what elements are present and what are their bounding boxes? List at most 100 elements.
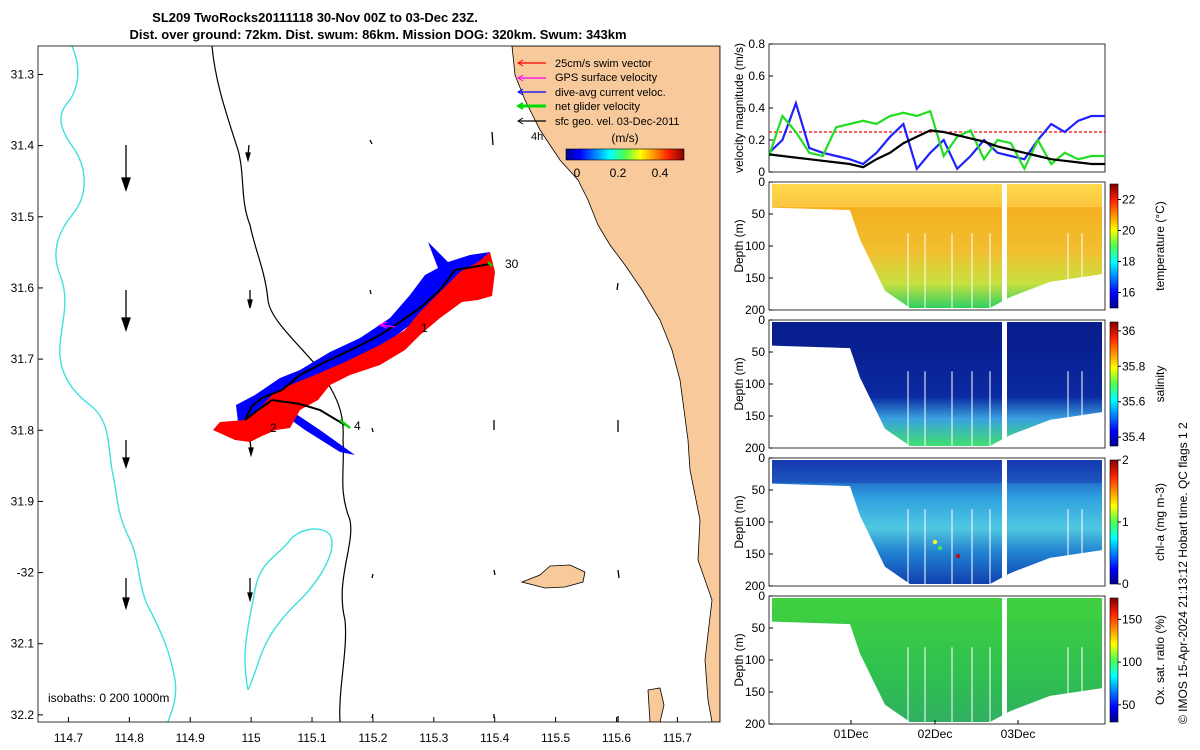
section-xtick-label: 03Dec <box>1001 727 1036 741</box>
island <box>520 564 586 589</box>
section-ytick-label: 200 <box>745 717 765 731</box>
velocity-ylabel: velocity magnitude (m/s) <box>732 43 746 173</box>
colorbar-title: (m/s) <box>611 131 638 145</box>
legend-gps-velocity: GPS surface velocity <box>555 72 658 84</box>
map-ytick-label: 31.9 <box>11 494 35 508</box>
map-xtick-label: 115.5 <box>541 731 570 745</box>
section-panel-1: 0 50 100 150 200 Depth (m) 35.4 35.6 35.8 36 salin… <box>732 313 1167 455</box>
map-xtick-label: 115.7 <box>663 731 692 745</box>
title-line2: Dist. over ground: 72km. Dist. swum: 86k… <box>129 27 626 42</box>
section-xtick-label: 01Dec <box>834 727 869 741</box>
section-ytick-label: 100 <box>745 653 765 667</box>
legend-geo-velocity: sfc geo. vel. 03-Dec-2011 <box>555 116 680 128</box>
colorbar-label: chl-a (mg m-3) <box>1153 483 1167 561</box>
colorbar-tick-label: 35.8 <box>1122 359 1146 373</box>
velocity-ytick-label: 0.8 <box>748 37 765 51</box>
section-ytick-label: 200 <box>745 303 765 317</box>
map-axis-ticks: 114.7 114.8 114.9 115 115.1 115.2 115.3 115.4 11… <box>11 67 693 745</box>
current-velocity-ribbon <box>236 242 490 455</box>
section-ytick-label: 150 <box>745 547 765 561</box>
map-ytick-label: 32.2 <box>11 708 35 722</box>
map-xtick-label: 115.2 <box>358 731 387 745</box>
velocity-series-black <box>768 129 1105 169</box>
map-panel: 30 1 2 4 isobaths: 0 200 1000m 114.7 114.… <box>11 45 721 745</box>
colorbar-tick-label: 35.4 <box>1122 430 1146 444</box>
map-legend: 25cm/s swim vector GPS surface velocity … <box>516 58 685 180</box>
map-ytick-label: 31.4 <box>11 139 35 153</box>
footer-credit: © IMOS 15-Apr-2024 21:13:12 Hobart time.… <box>1176 422 1190 724</box>
section-xtick-label: 02Dec <box>918 727 953 741</box>
section-data-area <box>772 322 1102 446</box>
colorbar-tick-0: 0 <box>574 166 581 180</box>
colorbar-tick-label: 100 <box>1122 655 1142 669</box>
section-ytick-label: 150 <box>745 271 765 285</box>
colorbar-tick-label: 22 <box>1122 193 1136 207</box>
section-ytick-label: 50 <box>752 483 766 497</box>
velocity-series-green <box>767 109 1105 172</box>
section-ytick-label: 0 <box>758 175 765 189</box>
section-ytick-label: 150 <box>745 685 765 699</box>
colorbar-label: temperature (°C) <box>1153 201 1167 291</box>
colorbar-tick-label: 2 <box>1122 453 1129 467</box>
swim-vector-ribbon <box>213 252 495 442</box>
legend-swim-vector: 25cm/s swim vector <box>555 58 652 70</box>
colorbar-tick-label: 50 <box>1122 698 1136 712</box>
map-ytick-label: 31.6 <box>11 281 35 295</box>
section-colorbar <box>1109 597 1119 723</box>
colorbar-label: Ox. sat. ratio (%) <box>1153 615 1167 705</box>
map-ytick-label: 31.5 <box>11 210 35 224</box>
map-xtick-label: 114.8 <box>115 731 144 745</box>
section-ytick-label: 100 <box>745 515 765 529</box>
section-ytick-label: 150 <box>745 409 765 423</box>
section-panel-3: 0 50 100 150 200 Depth (m) 50 100 150 Ox. sat. ra… <box>732 589 1167 741</box>
colorbar-tick-label: 35.6 <box>1122 395 1146 409</box>
section-colorbar <box>1109 321 1119 447</box>
velocity-ytick-label: 0 <box>758 165 765 179</box>
map-xtick-label: 115.6 <box>602 731 631 745</box>
map-ytick-label: 31.3 <box>11 67 35 81</box>
map-ytick-label: 32.1 <box>11 637 35 651</box>
glider-track <box>244 263 491 426</box>
speed-colorbar <box>565 148 685 161</box>
map-xtick-label: 115 <box>242 731 261 745</box>
title-line1: SL209 TwoRocks20111118 30-Nov 00Z to 03-… <box>152 10 478 25</box>
map-xtick-label: 115.3 <box>419 731 448 745</box>
section-colorbar <box>1109 183 1119 309</box>
track-label-4: 4 <box>354 419 361 433</box>
section-data-area <box>772 598 1102 722</box>
track-label-30: 30 <box>505 257 519 271</box>
section-ytick-label: 200 <box>745 579 765 593</box>
section-ytick-label: 50 <box>752 621 766 635</box>
track-label-1: 1 <box>421 321 428 335</box>
section-ylabel: Depth (m) <box>732 219 746 272</box>
section-ylabel: Depth (m) <box>732 633 746 686</box>
section-data-area <box>772 460 1102 584</box>
map-ytick-label: -32 <box>17 566 35 580</box>
map-xtick-label: 115.4 <box>480 731 509 745</box>
colorbar-tick-label: 36 <box>1122 324 1136 338</box>
track-label-2: 2 <box>270 421 277 435</box>
section-ytick-label: 0 <box>758 451 765 465</box>
land <box>511 46 720 722</box>
velocity-axis-ticks: 0 0.2 0.4 0.6 0.8 <box>748 37 773 179</box>
isobaths-label: isobaths: 0 200 1000m <box>48 691 169 705</box>
velocity-ytick-label: 0.4 <box>748 101 765 115</box>
colorbar-tick-label: 150 <box>1122 612 1142 626</box>
map-ytick-label: 31.7 <box>11 352 35 366</box>
time-scale-label: 4h <box>531 131 543 143</box>
section-data-area <box>772 184 1102 308</box>
colorbar-tick-1: 0.2 <box>610 166 627 180</box>
map-xtick-label: 115.1 <box>297 731 326 745</box>
section-ytick-label: 100 <box>745 239 765 253</box>
section-ytick-label: 100 <box>745 377 765 391</box>
map-xtick-label: 114.7 <box>54 731 83 745</box>
colorbar-tick-label: 18 <box>1122 255 1136 269</box>
velocity-ytick-label: 0.6 <box>748 69 765 83</box>
colorbar-tick-label: 0 <box>1122 577 1129 591</box>
colorbar-tick-label: 1 <box>1122 515 1129 529</box>
geo-velocity-arrows <box>121 131 620 722</box>
velocity-panel: 0 0.2 0.4 0.6 0.8 velocity magnitude (m/s) <box>732 37 1106 179</box>
velocity-series <box>767 99 1105 172</box>
